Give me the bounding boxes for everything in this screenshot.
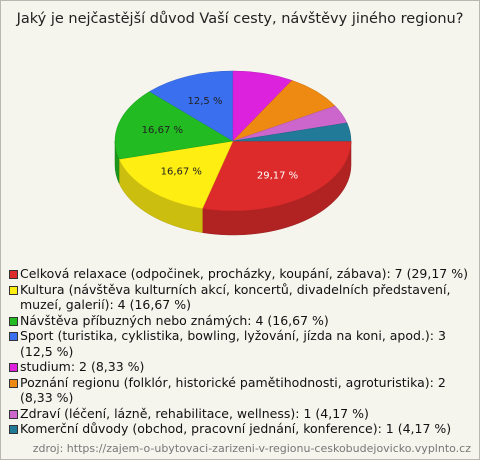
legend-item: Návštěva příbuzných nebo známých: 4 (16,… xyxy=(9,313,471,329)
legend-swatch xyxy=(9,270,18,279)
slice-label: 16,67 % xyxy=(142,125,183,136)
legend-swatch xyxy=(9,316,18,326)
legend-swatch xyxy=(9,363,18,372)
slice-label: 12,5 % xyxy=(188,96,223,107)
legend-label: Zdraví (léčení, lázně, rehabilitace, wel… xyxy=(20,405,369,421)
legend-item: Zdraví (léčení, lázně, rehabilitace, wel… xyxy=(9,406,471,422)
slice xyxy=(232,122,352,142)
chart-title: Jaký je nejčastější důvod Vaší cesty, ná… xyxy=(16,11,464,27)
legend-label: Komerční důvody (obchod, pracovní jednán… xyxy=(20,421,452,436)
legend-item: Kultura (návštěva kulturních akcí, konce… xyxy=(9,282,471,313)
legend-swatch xyxy=(9,409,18,419)
legend-item: Celková relaxace (odpočinek, procházky, … xyxy=(9,266,471,282)
legend: Celková relaxace (odpočinek, procházky, … xyxy=(9,266,471,437)
legend-item: Komerční důvody (obchod, pracovní jednán… xyxy=(9,421,471,437)
legend-item: Sport (turistika, cyklistika, bowling, l… xyxy=(9,328,471,359)
legend-label: Poznání regionu (folklór, historické pam… xyxy=(20,374,446,406)
legend-label: Návštěva příbuzných nebo známých: 4 (16,… xyxy=(20,312,329,328)
legend-swatch xyxy=(9,285,18,295)
legend-swatch xyxy=(9,332,18,341)
slice-label: 16,67 % xyxy=(161,167,202,178)
legend-item: studium: 2 (8,33 %) xyxy=(9,359,471,375)
legend-label: Celková relaxace (odpočinek, procházky, … xyxy=(20,266,468,281)
source-note: zdroj: https://zajem-o-ubytovaci-zarizen… xyxy=(32,442,471,455)
legend-label: studium: 2 (8,33 %) xyxy=(20,359,145,374)
slice xyxy=(114,91,234,160)
chart: Jaký je nejčastější důvod Vaší cesty, ná… xyxy=(16,11,464,236)
slice xyxy=(202,140,352,212)
legend-label: Sport (turistika, cyklistika, bowling, l… xyxy=(20,328,446,359)
legend-item: Poznání regionu (folklór, historické pam… xyxy=(9,375,471,406)
slice xyxy=(149,70,234,142)
legend-swatch xyxy=(9,425,18,434)
slice-label: 29,17 % xyxy=(257,170,298,181)
legend-label: Kultura (návštěva kulturních akcí, konce… xyxy=(20,281,451,313)
slice xyxy=(118,140,234,209)
legend-swatch xyxy=(9,378,18,388)
